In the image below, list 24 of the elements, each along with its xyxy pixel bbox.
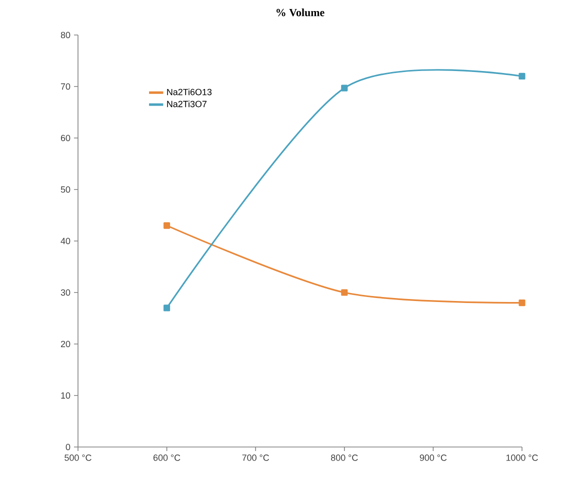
x-tick-label: 1000 °C (506, 454, 538, 461)
legend-label: Na2Ti3O7 (167, 100, 207, 108)
point (341, 84, 348, 92)
y-tick-label: 40 (60, 238, 70, 244)
y-tick-label: 70 (60, 83, 70, 90)
point (341, 289, 348, 296)
x-tick-label: 800 °C (331, 454, 358, 461)
x-tick-label: 500 °C (64, 454, 92, 461)
y-tick-label: 0 (66, 444, 70, 450)
x-tick-label: 600 °C (154, 454, 180, 461)
point (518, 300, 526, 306)
y-tick-label: 30 (60, 289, 70, 296)
point (164, 304, 170, 312)
y-tick-label: 80 (60, 32, 70, 38)
y-tick-label: 60 (60, 134, 70, 142)
y-tick-label: 20 (60, 340, 70, 348)
x-tick-label: 900 °C (420, 454, 447, 461)
point (164, 222, 170, 229)
legend-label: Na2Ti6O13 (167, 88, 212, 96)
y-tick-label: 50 (60, 186, 70, 193)
chart-title: % Volume (276, 8, 324, 16)
point (518, 72, 526, 80)
y-tick-label: 10 (61, 392, 70, 399)
x-tick-label: 700 °C (242, 454, 270, 461)
